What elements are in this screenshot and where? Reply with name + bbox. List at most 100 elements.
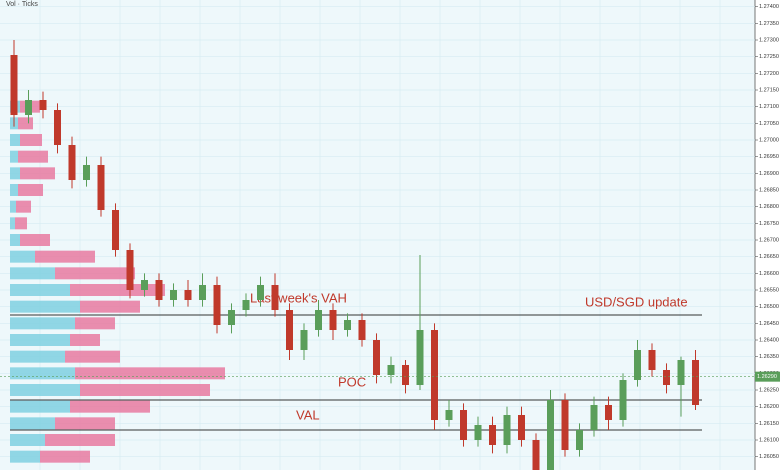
candle-body xyxy=(648,350,656,370)
candle-body xyxy=(416,330,424,385)
profile-bar xyxy=(10,250,35,263)
candle-body xyxy=(271,285,279,310)
y-tick-label: 1.26050 xyxy=(759,454,779,460)
chart-title: Vol · Ticks xyxy=(6,1,38,8)
candle-body xyxy=(489,425,496,445)
candle-body xyxy=(692,360,699,405)
candle-body xyxy=(373,340,380,375)
candle-body xyxy=(97,165,105,210)
candle-body xyxy=(141,280,148,290)
profile-bar xyxy=(10,300,80,313)
y-tick-label: 1.26100 xyxy=(759,437,779,443)
candle-body xyxy=(590,405,598,430)
profile-bar xyxy=(70,334,100,346)
y-tick-label: 1.27350 xyxy=(759,21,779,27)
candle-body xyxy=(184,290,192,300)
y-tick-label: 1.27300 xyxy=(759,37,779,43)
profile-bar xyxy=(18,117,33,130)
candle-body xyxy=(10,55,18,115)
y-tick-label: 1.26350 xyxy=(759,354,779,360)
y-tick-label: 1.26400 xyxy=(759,337,779,343)
candle-body xyxy=(199,285,206,300)
candle-body xyxy=(257,285,264,300)
profile-bar xyxy=(80,300,140,313)
profile-bar xyxy=(10,317,75,330)
y-tick-label: 1.27050 xyxy=(759,121,779,127)
candle-body xyxy=(25,100,32,115)
profile-bar xyxy=(10,134,20,146)
profile-bar xyxy=(80,384,210,396)
profile-bar xyxy=(10,334,70,346)
y-tick-label: 1.26200 xyxy=(759,404,779,410)
profile-bar xyxy=(10,400,70,413)
y-tick-label: 1.27000 xyxy=(759,137,779,143)
profile-bar xyxy=(20,134,42,146)
y-tick-label: 1.26550 xyxy=(759,287,779,293)
candle-body xyxy=(68,145,76,180)
y-tick-label: 1.27400 xyxy=(759,4,779,10)
candle-body xyxy=(605,405,612,420)
y-tick-label: 1.26800 xyxy=(759,204,779,210)
candle-body xyxy=(213,285,221,325)
y-tick-label: 1.27200 xyxy=(759,71,779,77)
y-tick-label: 1.26700 xyxy=(759,237,779,243)
profile-bar xyxy=(75,317,115,330)
y-tick-label: 1.26650 xyxy=(759,254,779,260)
last-price-box xyxy=(755,371,780,382)
profile-bar xyxy=(10,367,75,380)
candle-body xyxy=(112,210,119,250)
profile-bar xyxy=(10,450,40,463)
profile-bar xyxy=(18,184,43,196)
profile-bar xyxy=(10,350,65,363)
y-tick-label: 1.26850 xyxy=(759,187,779,193)
profile-bar xyxy=(45,434,115,446)
candle-body xyxy=(242,300,250,310)
y-tick-label: 1.26150 xyxy=(759,421,779,427)
profile-bar xyxy=(15,217,27,230)
y-tick-label: 1.26950 xyxy=(759,154,779,160)
candle-body xyxy=(431,330,438,420)
profile-bar xyxy=(20,234,50,246)
candle-body xyxy=(344,320,351,330)
candle-body xyxy=(518,415,525,440)
level-label: VAL xyxy=(296,407,320,422)
y-tick-label: 1.26500 xyxy=(759,304,779,310)
candle-body xyxy=(286,310,293,350)
candle-body xyxy=(503,415,511,445)
profile-bar xyxy=(10,384,80,396)
profile-bar xyxy=(18,150,48,163)
candle-body xyxy=(547,400,554,470)
y-tick-label: 1.26750 xyxy=(759,221,779,227)
profile-bar xyxy=(40,450,90,463)
profile-bar xyxy=(35,250,95,263)
candle-body xyxy=(460,410,467,440)
candle-body xyxy=(358,320,366,340)
y-tick-label: 1.26450 xyxy=(759,321,779,327)
candle-body xyxy=(300,330,308,350)
profile-bar xyxy=(10,417,55,430)
candle-body xyxy=(532,440,540,470)
annotation: USD/SGD update xyxy=(585,294,688,309)
axis-background xyxy=(755,0,780,470)
candle-body xyxy=(561,400,569,450)
candle-body xyxy=(634,350,641,380)
y-tick-label: 1.27150 xyxy=(759,87,779,93)
last-price-label: 1.26290 xyxy=(757,374,777,380)
profile-bar xyxy=(70,400,150,413)
candle-body xyxy=(83,165,90,180)
candle-body xyxy=(619,380,627,420)
profile-bar xyxy=(10,267,55,280)
profile-bar xyxy=(10,284,70,296)
candle-body xyxy=(155,280,163,300)
y-tick-label: 1.27250 xyxy=(759,54,779,60)
candle-body xyxy=(474,425,482,440)
profile-bar xyxy=(55,267,135,280)
profile-bar xyxy=(10,184,18,196)
candle-body xyxy=(39,100,47,110)
profile-bar xyxy=(70,284,165,296)
level-label: Last week's VAH xyxy=(250,290,347,305)
profile-bar xyxy=(10,167,20,180)
candle-body xyxy=(677,360,685,385)
candle-body xyxy=(329,310,337,330)
